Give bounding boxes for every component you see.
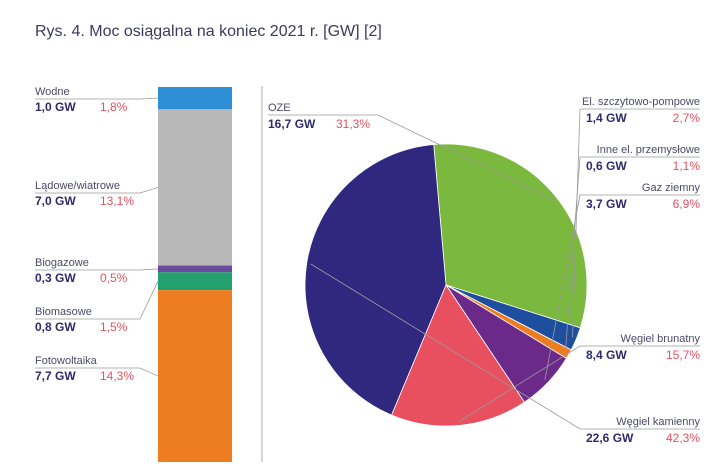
leader-line bbox=[564, 156, 700, 353]
share-label: 15,7% bbox=[666, 348, 700, 362]
bar-segment bbox=[158, 272, 232, 291]
value-label: 8,4 GW bbox=[586, 348, 627, 362]
share-label: 1,1% bbox=[673, 159, 701, 173]
category-label: Lądowe/wiatrowe bbox=[35, 180, 120, 192]
pie-slice bbox=[433, 143, 588, 329]
category-label: Wodne bbox=[35, 86, 70, 98]
value-label: 0,6 GW bbox=[586, 159, 627, 173]
leader-line bbox=[310, 263, 700, 430]
share-label: 6,9% bbox=[673, 197, 701, 211]
category-label: OZE bbox=[268, 102, 291, 114]
share-label: 14,3% bbox=[100, 369, 134, 383]
chart-title: Rys. 4. Moc osiągalna na koniec 2021 r. … bbox=[35, 23, 382, 40]
share-label: 13,1% bbox=[100, 194, 134, 208]
bar-segment bbox=[158, 265, 232, 273]
category-label: Fotowoltaika bbox=[35, 355, 98, 367]
value-label: 3,7 GW bbox=[586, 197, 627, 211]
value-label: 1,0 GW bbox=[35, 100, 76, 114]
category-label: Biogazowe bbox=[35, 257, 89, 269]
leader-line bbox=[35, 268, 159, 271]
leader-line bbox=[268, 114, 554, 200]
leader-line bbox=[35, 281, 159, 320]
category-label: El. szczytowo-pompowe bbox=[582, 96, 700, 108]
value-label: 0,8 GW bbox=[35, 320, 76, 334]
share-label: 0,5% bbox=[100, 271, 128, 285]
category-label: Biomasowe bbox=[35, 306, 92, 318]
category-label: Inne el. przemysłowe bbox=[597, 144, 700, 156]
share-label: 42,3% bbox=[666, 431, 700, 445]
bar-segment bbox=[158, 290, 232, 462]
category-label: Węgiel brunatny bbox=[621, 333, 701, 345]
value-label: 7,7 GW bbox=[35, 369, 76, 383]
pie-slice bbox=[391, 284, 525, 427]
category-label: Węgiel kamienny bbox=[616, 416, 700, 428]
share-label: 1,5% bbox=[100, 320, 128, 334]
leader-line bbox=[459, 345, 700, 422]
leader-line bbox=[544, 194, 700, 380]
pie-slice bbox=[304, 144, 447, 416]
leader-line bbox=[35, 97, 159, 100]
leader-line bbox=[35, 367, 159, 377]
share-label: 31,3% bbox=[336, 117, 370, 131]
value-label: 1,4 GW bbox=[586, 111, 627, 125]
value-label: 16,7 GW bbox=[268, 117, 316, 131]
leader-line bbox=[572, 108, 700, 338]
leader-line bbox=[35, 187, 159, 194]
value-label: 7,0 GW bbox=[35, 194, 76, 208]
share-label: 1,8% bbox=[100, 100, 128, 114]
bar-segment bbox=[158, 87, 232, 110]
share-label: 2,7% bbox=[673, 111, 701, 125]
bar-segment bbox=[158, 109, 232, 266]
category-label: Gaz ziemny bbox=[642, 182, 701, 194]
value-label: 22,6 GW bbox=[586, 431, 634, 445]
value-label: 0,3 GW bbox=[35, 271, 76, 285]
